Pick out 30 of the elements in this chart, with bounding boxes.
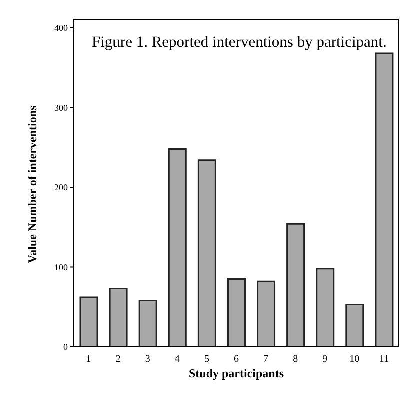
y-tick-label: 300 xyxy=(54,102,68,113)
bar xyxy=(286,223,306,347)
text: Figure 1. Reported interventions by participant. xyxy=(92,34,387,52)
bar xyxy=(168,148,187,347)
x-axis-title: Study participants xyxy=(188,366,284,381)
x-tick-label: 2 xyxy=(116,354,121,366)
y-axis-title: Value Number of interventions xyxy=(25,106,40,264)
x-tick-label: 11 xyxy=(379,354,390,366)
bar xyxy=(316,268,335,347)
bar xyxy=(375,52,394,347)
bar xyxy=(257,280,276,347)
bar xyxy=(227,278,246,347)
x-tick-label: 9 xyxy=(322,354,328,366)
x-tick-label: 4 xyxy=(174,354,180,366)
bar xyxy=(198,160,216,347)
y-tick-label: 200 xyxy=(54,182,68,193)
y-tick-label: 100 xyxy=(54,262,68,272)
x-tick-label: 8 xyxy=(293,354,298,366)
bar xyxy=(346,304,364,347)
y-tick-label: 400 xyxy=(54,23,68,34)
x-tick-label: 10 xyxy=(350,354,360,366)
bar xyxy=(138,300,158,347)
bar xyxy=(80,296,98,347)
bar xyxy=(109,288,128,347)
y-tick-label: 0 xyxy=(64,342,68,352)
x-tick-label: 6 xyxy=(234,354,239,366)
x-tick-label: 1 xyxy=(86,354,92,366)
x-tick-label: 5 xyxy=(204,354,210,366)
x-tick-label: 7 xyxy=(264,354,269,366)
x-tick-label: 3 xyxy=(145,354,150,366)
